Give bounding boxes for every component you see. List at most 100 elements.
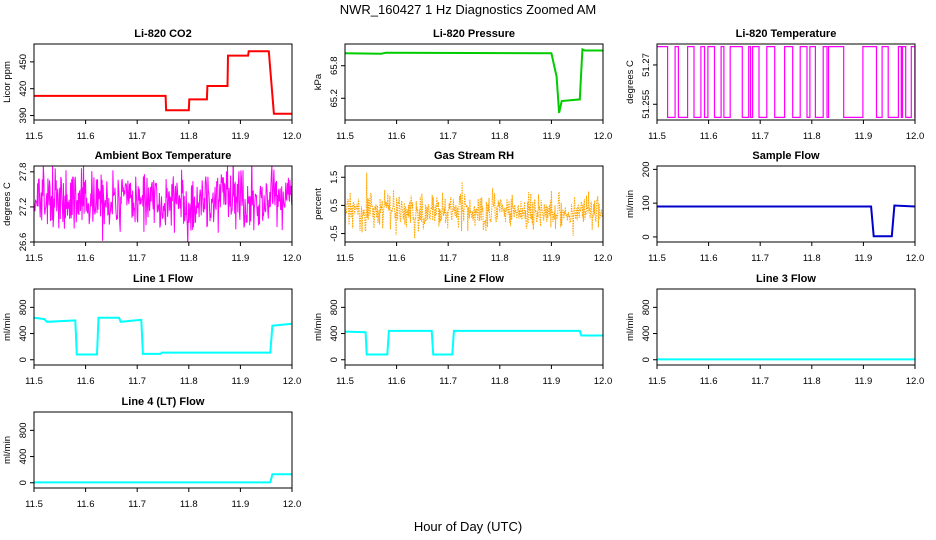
y-tick-label: 400 — [329, 326, 340, 342]
plot-frame — [656, 43, 916, 121]
y-axis-label: ml/min — [625, 313, 636, 341]
x-tick-label: 11.5 — [25, 253, 43, 264]
series-line — [345, 47, 603, 114]
y-tick-label: 65.8 — [329, 56, 340, 75]
y-axis-label: kPa — [313, 73, 324, 90]
plot-frame — [344, 288, 604, 366]
x-tick-label: 11.7 — [439, 376, 457, 387]
series-line — [34, 316, 292, 356]
x-tick-label: 11.7 — [439, 131, 457, 142]
x-tick-label: 11.7 — [128, 499, 146, 510]
plot-area — [34, 473, 292, 484]
x-tick-label: 11.5 — [25, 376, 43, 387]
x-tick-label: 11.7 — [751, 131, 769, 142]
panel-sampleflow: Sample Flow ml/min 11.5 11.6 11.7 11.8 11.9 12.… — [625, 150, 924, 264]
x-tick-label: 11.8 — [180, 131, 198, 142]
x-tick-label: 12.0 — [283, 376, 302, 387]
x-tick-label: 11.8 — [803, 253, 821, 264]
plot-frame — [344, 43, 604, 121]
series-line — [657, 204, 915, 238]
x-tick-label: 11.7 — [751, 253, 769, 264]
panel-title: Li-820 Pressure — [433, 28, 515, 40]
x-tick-label: 11.5 — [648, 253, 666, 264]
y-axis-label: Licor ppm — [2, 61, 13, 103]
x-tick-label: 11.7 — [439, 253, 457, 264]
x-axis-label: Hour of Day (UTC) — [414, 519, 522, 534]
plot-frame — [33, 165, 293, 243]
x-tick-label: 11.6 — [700, 376, 718, 387]
y-tick-label: 1.5 — [329, 171, 340, 184]
y-tick-label: 390 — [18, 108, 29, 124]
plot-area — [345, 47, 603, 114]
y-tick-label: 27.2 — [18, 198, 29, 217]
x-tick-label: 12.0 — [283, 499, 302, 510]
panel-temperature: Li-820 Temperature degrees C 11.5 11.6 11.7 1… — [625, 28, 924, 142]
x-tick-label: 11.8 — [180, 376, 198, 387]
x-tick-label: 11.9 — [232, 131, 250, 142]
y-tick-label: 26.6 — [18, 233, 29, 252]
plot-frame — [656, 288, 916, 366]
y-tick-label: 65.2 — [329, 89, 340, 108]
plot-area — [34, 50, 292, 115]
panel-title: Line 3 Flow — [756, 273, 816, 285]
x-tick-label: 11.8 — [491, 131, 509, 142]
y-axis-label: ml/min — [2, 436, 13, 464]
x-tick-label: 12.0 — [594, 131, 613, 142]
y-tick-label: 800 — [641, 299, 652, 315]
x-tick-label: 12.0 — [594, 253, 613, 264]
x-tick-label: 11.6 — [77, 376, 95, 387]
x-tick-label: 11.7 — [128, 253, 146, 264]
y-tick-label: 400 — [641, 326, 652, 342]
y-axis-label: degrees C — [2, 182, 13, 226]
series-line — [34, 166, 292, 242]
x-tick-label: 11.6 — [77, 131, 95, 142]
panel-line3: Line 3 Flow ml/min 11.5 11.6 11.7 11.8 11.9 12.… — [625, 273, 924, 387]
y-tick-label: 800 — [18, 422, 29, 438]
plot-frame — [344, 165, 604, 243]
x-tick-label: 11.7 — [128, 376, 146, 387]
y-axis-label: degrees C — [625, 60, 636, 104]
panel-pressure: Li-820 Pressure kPa 11.5 11.6 11.7 11.8 11.9 12… — [313, 28, 612, 142]
plot-area — [34, 316, 292, 356]
x-tick-label: 11.5 — [336, 253, 354, 264]
x-tick-label: 11.5 — [25, 131, 43, 142]
series-line — [345, 329, 603, 356]
x-tick-label: 12.0 — [906, 131, 925, 142]
panel-title: Li-820 Temperature — [736, 28, 837, 40]
x-tick-label: 11.5 — [648, 131, 666, 142]
panel-title: Gas Stream RH — [434, 150, 514, 162]
y-axis-label: ml/min — [625, 190, 636, 218]
plot-area — [657, 204, 915, 238]
panel-title: Li-820 CO2 — [134, 28, 191, 40]
plot-frame — [33, 411, 293, 489]
x-tick-label: 11.5 — [336, 376, 354, 387]
x-tick-label: 11.8 — [803, 131, 821, 142]
x-tick-label: 12.0 — [906, 376, 925, 387]
y-axis-label: ml/min — [2, 313, 13, 341]
x-tick-label: 11.9 — [855, 253, 873, 264]
y-tick-label: 100 — [641, 195, 652, 211]
y-tick-label: -0.5 — [329, 225, 340, 241]
panel-title: Ambient Box Temperature — [95, 150, 232, 162]
x-tick-label: 11.8 — [180, 499, 198, 510]
panels: Li-820 CO2 Licor ppm 11.5 11.6 11.7 11.8 11.9 1… — [2, 28, 924, 510]
x-tick-label: 11.9 — [232, 376, 250, 387]
panel-title: Line 4 (LT) Flow — [122, 396, 205, 408]
y-tick-label: 0.5 — [329, 199, 340, 212]
panel-title: Sample Flow — [752, 150, 820, 162]
panel-ambient: Ambient Box Temperature degrees C 11.5 11.6… — [2, 150, 301, 264]
x-tick-label: 11.6 — [77, 499, 95, 510]
plot-area — [657, 45, 915, 119]
x-tick-label: 12.0 — [906, 253, 925, 264]
plot-frame — [656, 165, 916, 243]
y-tick-label: 800 — [329, 299, 340, 315]
figure-title: NWR_160427 1 Hz Diagnostics Zoomed AM — [340, 2, 597, 17]
y-tick-label: 450 — [18, 54, 29, 70]
y-tick-label: 0 — [641, 234, 652, 239]
x-tick-label: 11.9 — [543, 376, 561, 387]
y-tick-label: 420 — [18, 81, 29, 97]
panel-title: Line 2 Flow — [444, 273, 504, 285]
x-tick-label: 11.7 — [128, 131, 146, 142]
x-tick-label: 11.8 — [180, 253, 198, 264]
